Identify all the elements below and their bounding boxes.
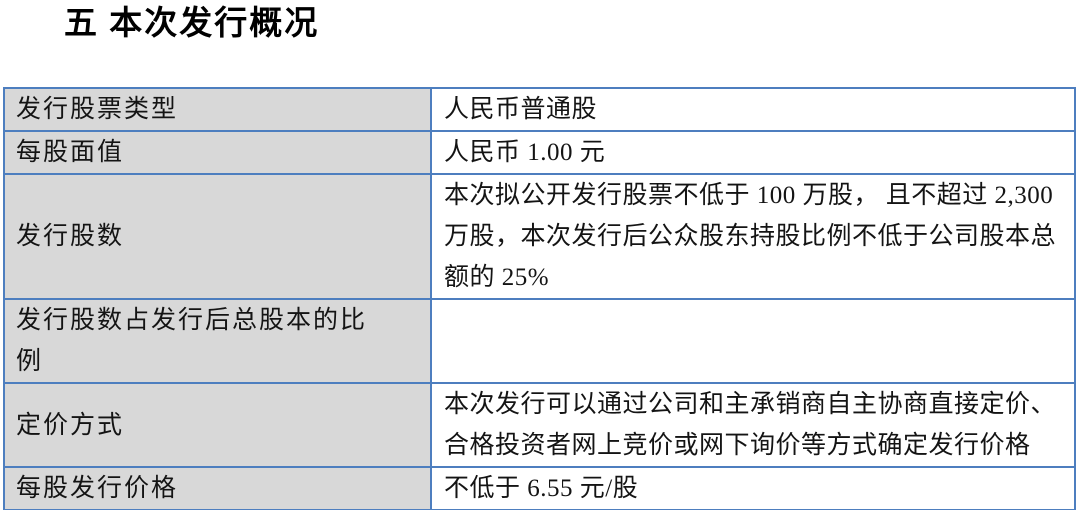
- table-row-issue-price: 每股发行价格 不低于 6.55 元/股: [3, 466, 1076, 510]
- table-row-share-count: 发行股数 本次拟公开发行股票不低于 100 万股， 且不超过 2,300 万股，…: [3, 173, 1076, 300]
- row-value-pricing-method: 本次发行可以通过公司和主承销商自主协商直接定价、 合格投资者网上竞价或网下询价等…: [430, 382, 1076, 468]
- table-row-share-type: 发行股票类型 人民币普通股: [3, 87, 1076, 132]
- row-value-par-value: 人民币 1.00 元: [430, 130, 1076, 175]
- row-label-par-value: 每股面值: [3, 130, 432, 175]
- table-row-par-value: 每股面值 人民币 1.00 元: [3, 130, 1076, 175]
- table-row-post-issue-ratio: 发行股数占发行后总股本的比 例: [3, 298, 1076, 384]
- issuance-table-body: 发行股票类型 人民币普通股 每股面值 人民币 1.00 元 发行股数 本次拟公开…: [3, 87, 1076, 510]
- row-label-share-count: 发行股数: [3, 173, 432, 300]
- row-label-pricing-method: 定价方式: [3, 382, 432, 468]
- issuance-overview-table: 发行股票类型 人民币普通股 每股面值 人民币 1.00 元 发行股数 本次拟公开…: [3, 87, 1076, 510]
- row-value-share-type: 人民币普通股: [430, 87, 1076, 132]
- row-value-share-count: 本次拟公开发行股票不低于 100 万股， 且不超过 2,300 万股，本次发行后…: [430, 173, 1076, 300]
- section-title: 五 本次发行概况: [64, 6, 320, 42]
- row-value-issue-price: 不低于 6.55 元/股: [430, 466, 1076, 510]
- row-label-issue-price: 每股发行价格: [3, 466, 432, 510]
- row-value-post-issue-ratio: [430, 298, 1076, 384]
- row-label-post-issue-ratio: 发行股数占发行后总股本的比 例: [3, 298, 432, 384]
- table-row-pricing-method: 定价方式 本次发行可以通过公司和主承销商自主协商直接定价、 合格投资者网上竞价或…: [3, 382, 1076, 468]
- row-label-share-type: 发行股票类型: [3, 87, 432, 132]
